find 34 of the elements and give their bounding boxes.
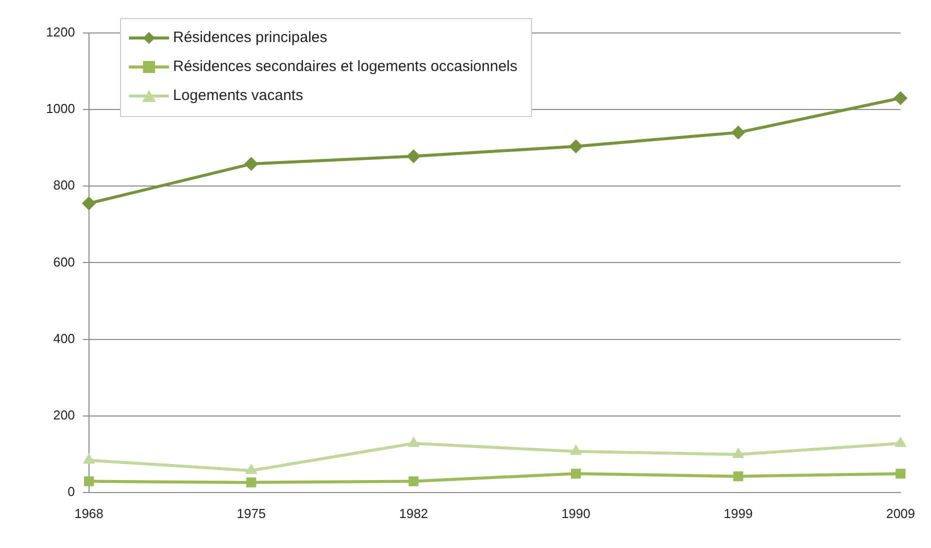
y-tick-label: 400 [53, 330, 75, 346]
point [245, 464, 258, 474]
point [82, 453, 95, 464]
point [731, 126, 746, 140]
x-tick-label: 1982 [399, 506, 428, 521]
point [246, 477, 256, 488]
point [732, 448, 744, 458]
point [408, 436, 420, 447]
point [406, 149, 421, 164]
point [82, 196, 96, 210]
point [570, 444, 582, 455]
point [84, 476, 94, 486]
point [244, 156, 258, 171]
x-tick-label: 1968 [74, 506, 104, 521]
point [896, 468, 906, 479]
y-tick-label: 1200 [46, 24, 75, 40]
x-tick-label: 1999 [724, 506, 753, 521]
x-tick-label: 2009 [886, 506, 915, 521]
y-tick-label: 800 [53, 178, 75, 193]
point [733, 471, 744, 482]
y-tick-label: 200 [53, 407, 75, 422]
y-tick-label: 1000 [46, 101, 75, 116]
point [408, 476, 419, 486]
legend-label: Logements vacants [173, 87, 304, 104]
legend-label: Résidences principales [173, 29, 328, 46]
x-tick-label: 1975 [236, 506, 266, 521]
legend-label: Résidences secondaires et logements occasionnels [173, 58, 518, 75]
y-tick-label: 0 [68, 484, 75, 499]
point [894, 436, 907, 447]
point [568, 139, 583, 154]
point [570, 468, 581, 479]
x-tick-label: 1990 [561, 506, 590, 521]
y-tick-label: 600 [53, 254, 75, 270]
point [894, 91, 908, 106]
